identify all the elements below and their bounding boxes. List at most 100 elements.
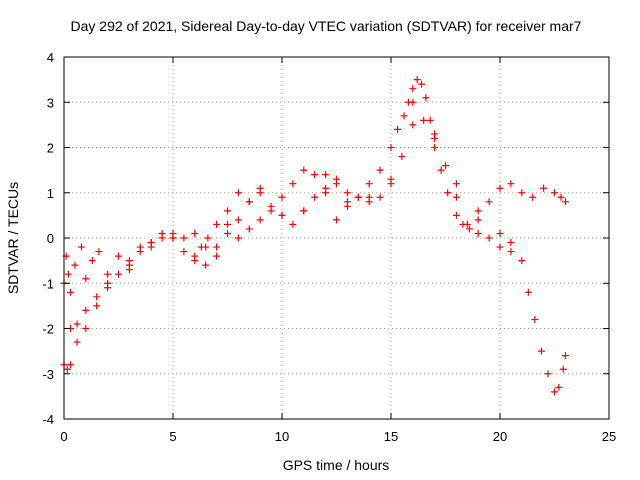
data-point	[431, 130, 439, 138]
data-point	[496, 229, 504, 237]
data-point	[93, 302, 101, 310]
data-point	[213, 252, 221, 260]
data-point	[213, 243, 221, 251]
data-point	[343, 202, 351, 210]
data-point	[343, 189, 351, 197]
data-point	[224, 207, 231, 215]
data-point	[93, 293, 101, 301]
data-point	[82, 325, 90, 332]
x-axis-label: GPS time / hours	[283, 457, 390, 473]
data-point	[234, 234, 242, 242]
data-point	[452, 193, 460, 201]
grid-lines	[64, 57, 609, 419]
data-point	[95, 248, 103, 256]
data-point	[82, 306, 90, 314]
data-point	[474, 207, 482, 215]
series-track-c	[60, 98, 569, 396]
data-point	[224, 229, 231, 237]
y-tick-label: -4	[42, 412, 54, 427]
data-point	[442, 162, 449, 170]
data-point	[518, 257, 526, 265]
data-point	[88, 257, 96, 265]
data-point	[551, 388, 558, 396]
data-point	[202, 261, 210, 269]
x-tick-label: 10	[275, 429, 289, 444]
data-point	[311, 171, 319, 179]
data-point	[463, 220, 471, 228]
y-tick-label: 0	[47, 231, 54, 246]
data-point	[496, 184, 504, 192]
data-point	[67, 361, 75, 369]
data-point	[180, 234, 188, 242]
data-point	[204, 234, 212, 242]
data-point	[234, 216, 242, 224]
data-point	[437, 166, 445, 174]
data-point	[169, 234, 177, 242]
chart-title: Day 292 of 2021, Sidereal Day-to-day VTE…	[71, 18, 582, 34]
data-point	[115, 252, 122, 260]
data-point	[365, 193, 373, 201]
data-point	[256, 184, 264, 192]
data-point	[278, 211, 286, 219]
y-tick-label: 1	[47, 186, 54, 201]
data-point	[426, 116, 434, 124]
data-point	[507, 180, 515, 188]
x-tick-labels: 0 5 10 15 20 25	[60, 429, 616, 444]
data-point	[136, 248, 144, 256]
data-point	[158, 234, 166, 242]
axis-ticks	[63, 56, 610, 420]
data-point	[465, 225, 473, 233]
y-axis-label: SDTVAR / TECUs	[5, 182, 21, 294]
data-point	[507, 239, 515, 247]
data-point	[531, 315, 539, 323]
data-point	[387, 175, 395, 183]
data-point	[234, 189, 242, 197]
data-point	[333, 216, 340, 224]
data-point	[485, 198, 493, 206]
data-point	[63, 365, 71, 373]
data-point	[485, 234, 493, 242]
data-point	[400, 112, 408, 120]
data-point	[224, 220, 231, 228]
data-point	[354, 193, 362, 201]
data-point	[540, 184, 548, 192]
y-tick-labels: -4 -3 -2 -1 0 1 2 3 4	[42, 50, 54, 427]
data-point	[420, 116, 428, 124]
data-point	[551, 189, 558, 197]
data-point	[278, 193, 286, 201]
data-point	[409, 98, 417, 106]
data-point	[529, 193, 537, 201]
data-point	[322, 171, 330, 179]
data-point	[507, 248, 515, 256]
data-point	[418, 80, 426, 88]
series-track-a	[60, 76, 569, 296]
data-point	[300, 166, 308, 174]
data-point	[431, 144, 439, 151]
data-point	[64, 270, 72, 278]
data-point	[104, 279, 112, 287]
data-point	[474, 229, 482, 237]
data-point	[245, 198, 253, 206]
data-point	[561, 352, 569, 360]
data-point	[82, 275, 90, 283]
data-point	[311, 193, 319, 201]
data-point	[537, 347, 545, 355]
data-point	[387, 144, 395, 151]
data-point	[191, 252, 199, 260]
data-point	[394, 125, 402, 133]
data-point	[115, 270, 122, 278]
y-tick-label: 3	[47, 95, 54, 110]
data-point	[557, 193, 565, 201]
data-point	[524, 288, 532, 296]
series-track-b	[67, 116, 515, 332]
data-point	[256, 216, 264, 224]
y-tick-label: 2	[47, 141, 54, 156]
data-point	[413, 76, 421, 84]
data-point	[398, 153, 406, 161]
data-point	[409, 85, 417, 93]
data-points	[60, 76, 569, 396]
y-tick-label: -1	[42, 276, 54, 291]
x-tick-label: 0	[60, 429, 67, 444]
data-point	[452, 211, 460, 219]
